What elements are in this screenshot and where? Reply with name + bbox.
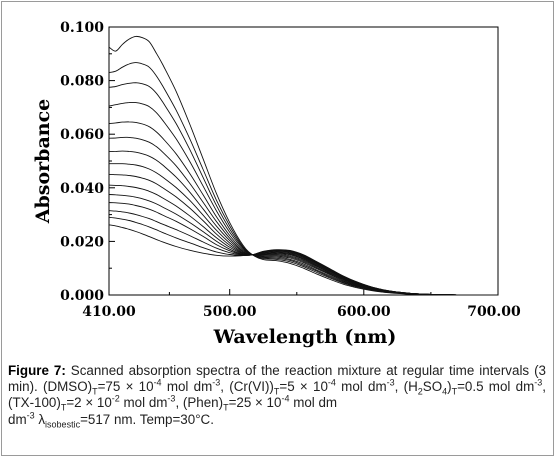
caption-text: =517 nm. Temp=30°C.	[80, 411, 214, 427]
caption-sub: T	[223, 403, 229, 414]
caption-sub: T	[60, 403, 67, 414]
caption-text: , (H	[394, 379, 418, 395]
caption-text: mol dm	[289, 395, 338, 411]
spectrum-line-3	[108, 82, 498, 296]
caption-sub: 4	[442, 386, 448, 397]
caption-sup: -3	[26, 410, 35, 421]
caption-sub: T	[273, 386, 280, 397]
caption-text: =0.5 mol dm	[457, 379, 535, 395]
y-tick-label: 0.080	[60, 74, 104, 90]
caption-sup: -3	[534, 377, 543, 388]
spectrum-line-13	[108, 210, 498, 296]
y-tick-label: 0.060	[60, 127, 104, 143]
caption-sup: -3	[386, 377, 395, 388]
caption-text: mol dm	[161, 379, 213, 395]
caption-text: , (TX-100)	[8, 379, 546, 411]
series-group	[108, 35, 498, 296]
caption-text: , (Cr(VI))	[220, 379, 274, 395]
absorption-spectra-chart: 0.000 0.020 0.040 0.060 0.080 0.100 410.…	[32, 20, 521, 348]
figure-caption: Figure 7: Scanned absorption spectra of …	[8, 363, 546, 430]
spectrum-line-15	[108, 224, 498, 296]
spectrum-line-10	[108, 184, 498, 296]
x-tick-label: 600.00	[337, 304, 391, 320]
caption-text: =75 × 10	[97, 379, 154, 395]
spectrum-line-6	[108, 136, 498, 296]
caption-label: Figure 7:	[8, 363, 66, 378]
caption-sup: -4	[281, 393, 290, 404]
caption-text: mol dm	[119, 395, 168, 411]
caption-sup: -4	[327, 377, 336, 388]
x-tick-label: 500.00	[203, 304, 257, 320]
y-ticks	[109, 26, 115, 296]
caption-text: =5 × 10	[279, 379, 328, 395]
caption-text: SO	[422, 379, 443, 395]
caption-sup: -3	[167, 393, 176, 404]
caption-text: λ	[34, 411, 46, 427]
caption-text: Scanned absorption spectra of the reacti…	[8, 363, 546, 395]
x-axis-title: Wavelength (nm)	[213, 326, 397, 348]
spectrum-line-7	[108, 150, 498, 296]
spectrum-line-5	[108, 121, 498, 296]
caption-sub: 2	[417, 386, 423, 397]
y-axis-title: Absorbance	[32, 99, 54, 224]
caption-text: dm	[8, 411, 27, 427]
caption-sub: T	[92, 386, 98, 397]
x-ticks	[108, 289, 499, 295]
y-tick-label: 0.100	[60, 20, 104, 36]
spectrum-line-11	[108, 194, 498, 296]
caption-text: )	[447, 379, 452, 395]
y-tick-label: 0.020	[60, 234, 104, 250]
caption-sub: isobestic	[45, 419, 81, 430]
x-tick-label: 410.00	[82, 304, 136, 320]
caption-text: =2 × 10	[66, 395, 112, 411]
caption-sup: -2	[111, 393, 120, 404]
caption-sup: -4	[153, 377, 162, 388]
x-tick-label: 700.00	[467, 304, 521, 320]
caption-text: , (Phen)	[175, 395, 224, 411]
y-tick-label: 0.040	[60, 181, 104, 197]
spectrum-line-8	[108, 163, 498, 296]
caption-text: mol dm	[335, 379, 387, 395]
caption-sub: T	[451, 386, 458, 397]
caption-sup: -3	[212, 377, 221, 388]
spectrum-line-12	[108, 202, 498, 296]
caption-text: =25 × 10	[228, 395, 282, 411]
y-tick-label: 0.000	[60, 288, 104, 304]
